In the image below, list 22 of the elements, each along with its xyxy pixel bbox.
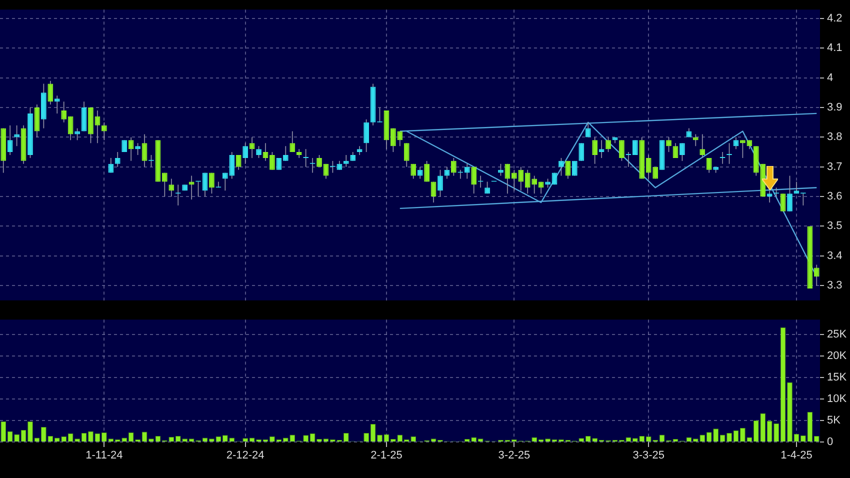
y-tick-label: 25K	[827, 328, 848, 341]
y-tick-label: 20K	[827, 350, 848, 362]
y-tick-label: 10K	[827, 393, 848, 406]
y-tick-label: 3.4	[827, 250, 842, 262]
y-tick-label: 15K	[827, 372, 848, 384]
y-tick-label: 4.1	[827, 42, 842, 54]
y-tick-label: 3.7	[827, 160, 842, 173]
x-tick-label: 3-2-25	[498, 450, 530, 462]
x-tick-label: 1-4-25	[780, 450, 812, 462]
x-tick-label: 2-1-25	[370, 450, 402, 462]
x-tick-label: 3-3-25	[632, 450, 665, 462]
y-tick-label: 4.2	[827, 12, 842, 25]
y-tick-label: 3.5	[827, 220, 842, 232]
x-tick-label: 1-11-24	[86, 450, 123, 462]
y-tick-label: 3.6	[827, 190, 842, 203]
y-tick-label: 4	[827, 72, 834, 84]
y-tick-label: 3.9	[827, 102, 842, 114]
y-tick-label: 3.8	[827, 131, 842, 144]
y-tick-label: 0	[827, 436, 834, 448]
y-tick-label: 3.3	[827, 280, 842, 292]
x-tick-label: 2-12-24	[226, 450, 264, 462]
y-tick-label: 5K	[827, 414, 842, 427]
